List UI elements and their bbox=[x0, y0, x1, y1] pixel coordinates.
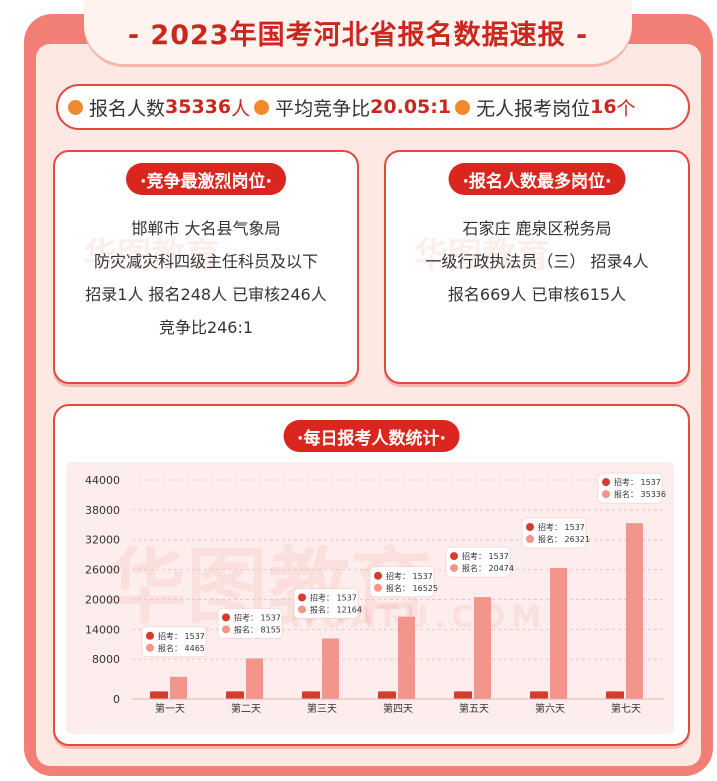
data-label-box bbox=[293, 588, 359, 619]
bar-recruit bbox=[530, 691, 548, 699]
y-tick-label: 44000 bbox=[85, 474, 120, 487]
stat-value: 20.05:1 bbox=[370, 96, 452, 118]
stat-applicants: 报名人数 35336 人 bbox=[68, 94, 250, 121]
data-label-box bbox=[217, 608, 283, 639]
bar-apply bbox=[246, 658, 263, 699]
card-line: 邯郸市 大名县气象局 bbox=[131, 219, 281, 238]
bar-apply bbox=[550, 567, 567, 699]
y-tick-label: 14000 bbox=[85, 623, 120, 636]
stat-no-applicant-posts: 无人报考岗位 16 个 bbox=[455, 94, 636, 121]
card-body: 邯郸市 大名县气象局 防灾减灾科四级主任科员及以下 招录1人 报名248人 已审… bbox=[55, 216, 357, 348]
card-line: 一级行政执法员（三） 招录4人 bbox=[425, 252, 649, 271]
recruit-dot-icon bbox=[222, 613, 230, 622]
data-label-recruit: 招考： 1537 bbox=[234, 612, 281, 622]
stat-label: 无人报考岗位 bbox=[476, 97, 591, 120]
card-title: ·报名人数最多岗位· bbox=[448, 163, 626, 195]
data-label-box bbox=[445, 546, 511, 578]
card-title: ·每日报考人数统计· bbox=[283, 420, 460, 452]
y-tick-label: 32000 bbox=[85, 534, 120, 547]
bullet-icon bbox=[68, 99, 83, 115]
data-label-apply: 报名： 20474 bbox=[462, 563, 514, 573]
bar-apply bbox=[322, 638, 339, 699]
bar-recruit bbox=[226, 691, 244, 699]
data-label-box bbox=[597, 472, 663, 504]
bar-recruit bbox=[378, 691, 396, 699]
x-tick-label: 第七天 bbox=[611, 702, 641, 715]
data-label-apply: 报名： 8155 bbox=[234, 624, 281, 634]
data-label-apply: 报名： 12164 bbox=[310, 604, 362, 614]
chart-background bbox=[66, 462, 674, 734]
card-line: 报名669人 已审核615人 bbox=[447, 285, 627, 304]
y-tick-label: 38000 bbox=[85, 504, 120, 517]
stat-unit: 个 bbox=[616, 97, 636, 120]
apply-dot-icon bbox=[298, 605, 306, 614]
stat-competition-ratio: 平均竞争比 20.05:1 bbox=[254, 94, 451, 121]
data-label-apply: 报名： 26321 bbox=[538, 534, 590, 544]
recruit-dot-icon bbox=[450, 552, 458, 561]
bar-recruit bbox=[150, 691, 168, 699]
card-title: ·竞争最激烈岗位· bbox=[126, 163, 286, 195]
x-tick-label: 第四天 bbox=[383, 702, 413, 715]
bar-apply bbox=[170, 676, 187, 699]
data-label-recruit: 招考： 1537 bbox=[538, 522, 585, 532]
recruit-dot-icon bbox=[146, 631, 154, 640]
data-label-recruit: 招考： 1537 bbox=[310, 592, 357, 602]
bar-apply bbox=[398, 616, 415, 699]
bullet-icon bbox=[254, 99, 270, 115]
data-label-recruit: 招考： 1537 bbox=[158, 631, 205, 641]
stat-label: 平均竞争比 bbox=[275, 97, 371, 120]
bar-recruit bbox=[302, 691, 320, 699]
bullet-icon bbox=[455, 99, 471, 115]
daily-applicants-bar-chart: 0 8000 14000 20000 26000 32000 38000 44000 第一天 招考… bbox=[85, 472, 666, 715]
bar-recruit bbox=[454, 691, 472, 699]
stat-value: 35336 bbox=[165, 96, 232, 118]
apply-dot-icon bbox=[374, 583, 382, 592]
y-tick-label: 8000 bbox=[92, 653, 120, 666]
apply-dot-icon bbox=[450, 564, 458, 573]
data-label-box bbox=[141, 626, 207, 658]
bar-apply bbox=[474, 597, 491, 699]
x-tick-label: 第三天 bbox=[307, 702, 337, 715]
card-line: 防灾减灾科四级主任科员及以下 bbox=[93, 252, 318, 271]
data-label-apply: 报名： 16525 bbox=[386, 583, 438, 593]
x-tick-label: 第五天 bbox=[459, 702, 489, 715]
title-banner: - 2023年国考河北省报名数据速报 - bbox=[84, 0, 632, 64]
bar-recruit bbox=[606, 691, 624, 699]
page-title: - 2023年国考河北省报名数据速报 - bbox=[127, 19, 589, 51]
card-line: 竞争比246:1 bbox=[158, 318, 254, 337]
recruit-dot-icon bbox=[298, 593, 306, 602]
data-label-apply: 报名： 35336 bbox=[614, 489, 666, 499]
stat-unit: 人 bbox=[231, 97, 251, 120]
most-applied-post-card: 华图教育 ·报名人数最多岗位· 石家庄 鹿泉区税务局 一级行政执法员（三） 招录… bbox=[384, 150, 690, 384]
apply-dot-icon bbox=[602, 490, 610, 499]
data-label-box bbox=[521, 517, 587, 549]
bar-apply bbox=[626, 523, 643, 699]
card-body: 石家庄 鹿泉区税务局 一级行政执法员（三） 招录4人 报名669人 已审核615… bbox=[386, 216, 688, 315]
stat-value: 16 bbox=[590, 96, 617, 118]
recruit-dot-icon bbox=[602, 478, 610, 487]
x-tick-label: 第一天 bbox=[155, 702, 185, 715]
card-line: 石家庄 鹿泉区税务局 bbox=[462, 219, 612, 238]
y-tick-label: 26000 bbox=[85, 564, 120, 577]
card-line: 招录1人 报名248人 已审核246人 bbox=[85, 285, 327, 304]
apply-dot-icon bbox=[222, 625, 230, 634]
most-competitive-post-card: 华图教育 ·竞争最激烈岗位· 邯郸市 大名县气象局 防灾减灾科四级主任科员及以下… bbox=[53, 150, 359, 384]
stat-label: 报名人数 bbox=[89, 97, 166, 120]
apply-dot-icon bbox=[526, 534, 534, 543]
data-label-recruit: 招考： 1537 bbox=[462, 551, 509, 561]
y-tick-label: 0 bbox=[113, 693, 120, 706]
data-label-apply: 报名： 4465 bbox=[158, 643, 205, 653]
stats-bar: 报名人数 35336 人 平均竞争比 20.05:1 无人报考岗位 16 个 bbox=[56, 84, 690, 130]
data-label-recruit: 招考： 1537 bbox=[386, 571, 433, 581]
apply-dot-icon bbox=[146, 643, 154, 652]
x-tick-label: 第二天 bbox=[231, 702, 261, 715]
recruit-dot-icon bbox=[374, 571, 382, 580]
recruit-dot-icon bbox=[526, 522, 534, 531]
y-tick-label: 20000 bbox=[85, 593, 120, 606]
data-label-box bbox=[369, 566, 435, 598]
x-tick-label: 第六天 bbox=[535, 702, 565, 715]
data-label-recruit: 招考： 1537 bbox=[614, 477, 661, 487]
